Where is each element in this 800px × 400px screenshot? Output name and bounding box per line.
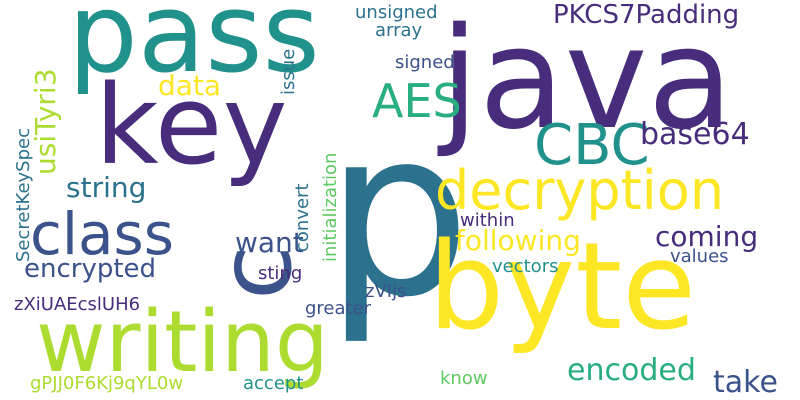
word-encrypted: encrypted: [24, 254, 157, 284]
word-zxiuaecsluh6: zXiUAEcslUH6: [14, 294, 141, 315]
word-writing: writing: [36, 293, 329, 392]
word-gpjj0f6kj9qyl0w: gPJJ0F6Kj9qYL0w: [30, 373, 184, 394]
word-zvijs: zVIjs: [365, 281, 407, 302]
word-encoded: encoded: [567, 353, 696, 388]
word-decryption: decryption: [435, 159, 725, 222]
word-pass: pass: [68, 0, 320, 97]
word-sting: sting: [258, 263, 303, 284]
word-cbc: CBC: [534, 113, 650, 178]
word-signed: signed: [395, 52, 455, 73]
word-greater: greater: [305, 298, 372, 319]
word-aes: AES: [372, 74, 462, 128]
word-java: java: [440, 0, 734, 161]
word-base64: base64: [640, 117, 750, 152]
word-want: want: [235, 226, 304, 259]
word-vectors: vectors: [492, 256, 559, 277]
word-issue: issue: [278, 48, 299, 95]
word-pkcs7padding: PKCS7Padding: [553, 0, 740, 30]
word-p: p: [325, 81, 471, 348]
word-coming: coming: [655, 220, 759, 253]
word-string: string: [66, 171, 147, 204]
word-secretkeyspec: SecretKeySpec: [13, 128, 34, 262]
word-array: array: [375, 20, 423, 41]
word-values: values: [670, 246, 729, 267]
word-data: data: [158, 69, 222, 102]
word-convert: convert: [292, 183, 313, 252]
word-class: class: [30, 200, 174, 268]
word-key: key: [95, 61, 288, 189]
word-initialization: initialization: [320, 152, 341, 262]
word-byte: byte: [428, 218, 697, 357]
word-accept: accept: [243, 373, 304, 394]
word-usityri3: usiTyri3: [29, 68, 62, 175]
word-within: within: [460, 210, 515, 231]
word-following: following: [455, 224, 581, 257]
word-know: know: [440, 368, 488, 389]
word-unsigned: unsigned: [355, 2, 438, 23]
word-take: take: [713, 365, 778, 400]
